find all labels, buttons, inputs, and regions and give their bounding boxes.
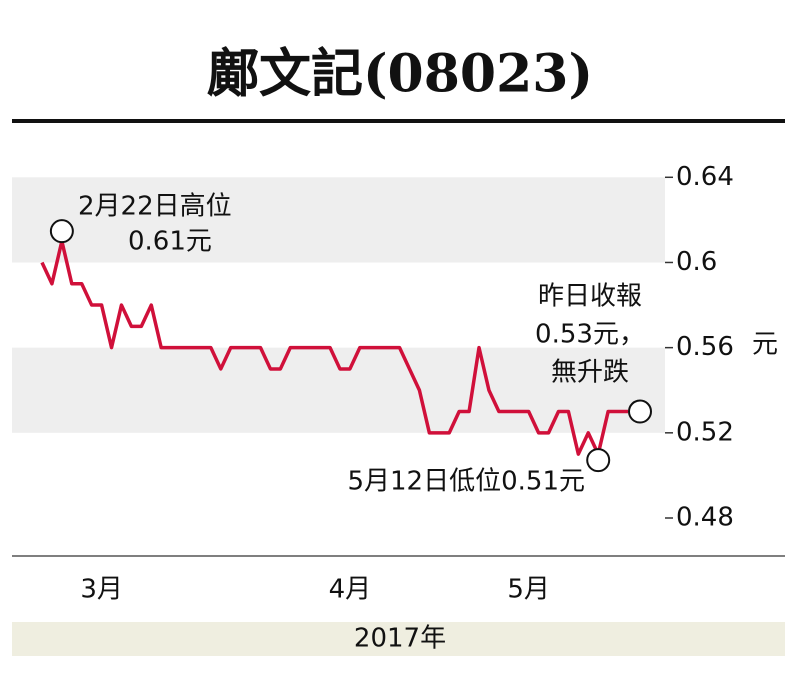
- annotation: 0.61元: [128, 227, 212, 257]
- annotation: 5月12日低位0.51元: [347, 467, 585, 497]
- y-tick-label: 0.48: [676, 503, 734, 533]
- x-tick-label: 5月: [507, 575, 550, 605]
- y-tick-label: 0.52: [676, 417, 734, 447]
- year-band: [12, 622, 785, 656]
- annotation-marker: [586, 448, 611, 473]
- line: [40, 239, 628, 456]
- x-tick-label: 3月: [80, 575, 123, 605]
- y-unit: 元: [752, 330, 778, 360]
- x-tick-label: 4月: [329, 575, 372, 605]
- annotation-marker: [628, 399, 652, 424]
- annotation: 0.53元，: [535, 320, 645, 350]
- annotation-marker: [49, 219, 74, 244]
- y-tick-label: 0.6: [676, 247, 717, 277]
- chart-title: 鄺文記(08023): [207, 44, 593, 105]
- y-tick-label: 0.56: [676, 332, 734, 362]
- band: [12, 177, 665, 263]
- y-tick-label: 0.64: [676, 162, 734, 192]
- annotation: 2月22日高位: [78, 192, 232, 222]
- annotation: 無升跌: [551, 358, 629, 388]
- x-axis-label: 2017年: [354, 624, 446, 654]
- annotation: 昨日收報: [538, 282, 642, 312]
